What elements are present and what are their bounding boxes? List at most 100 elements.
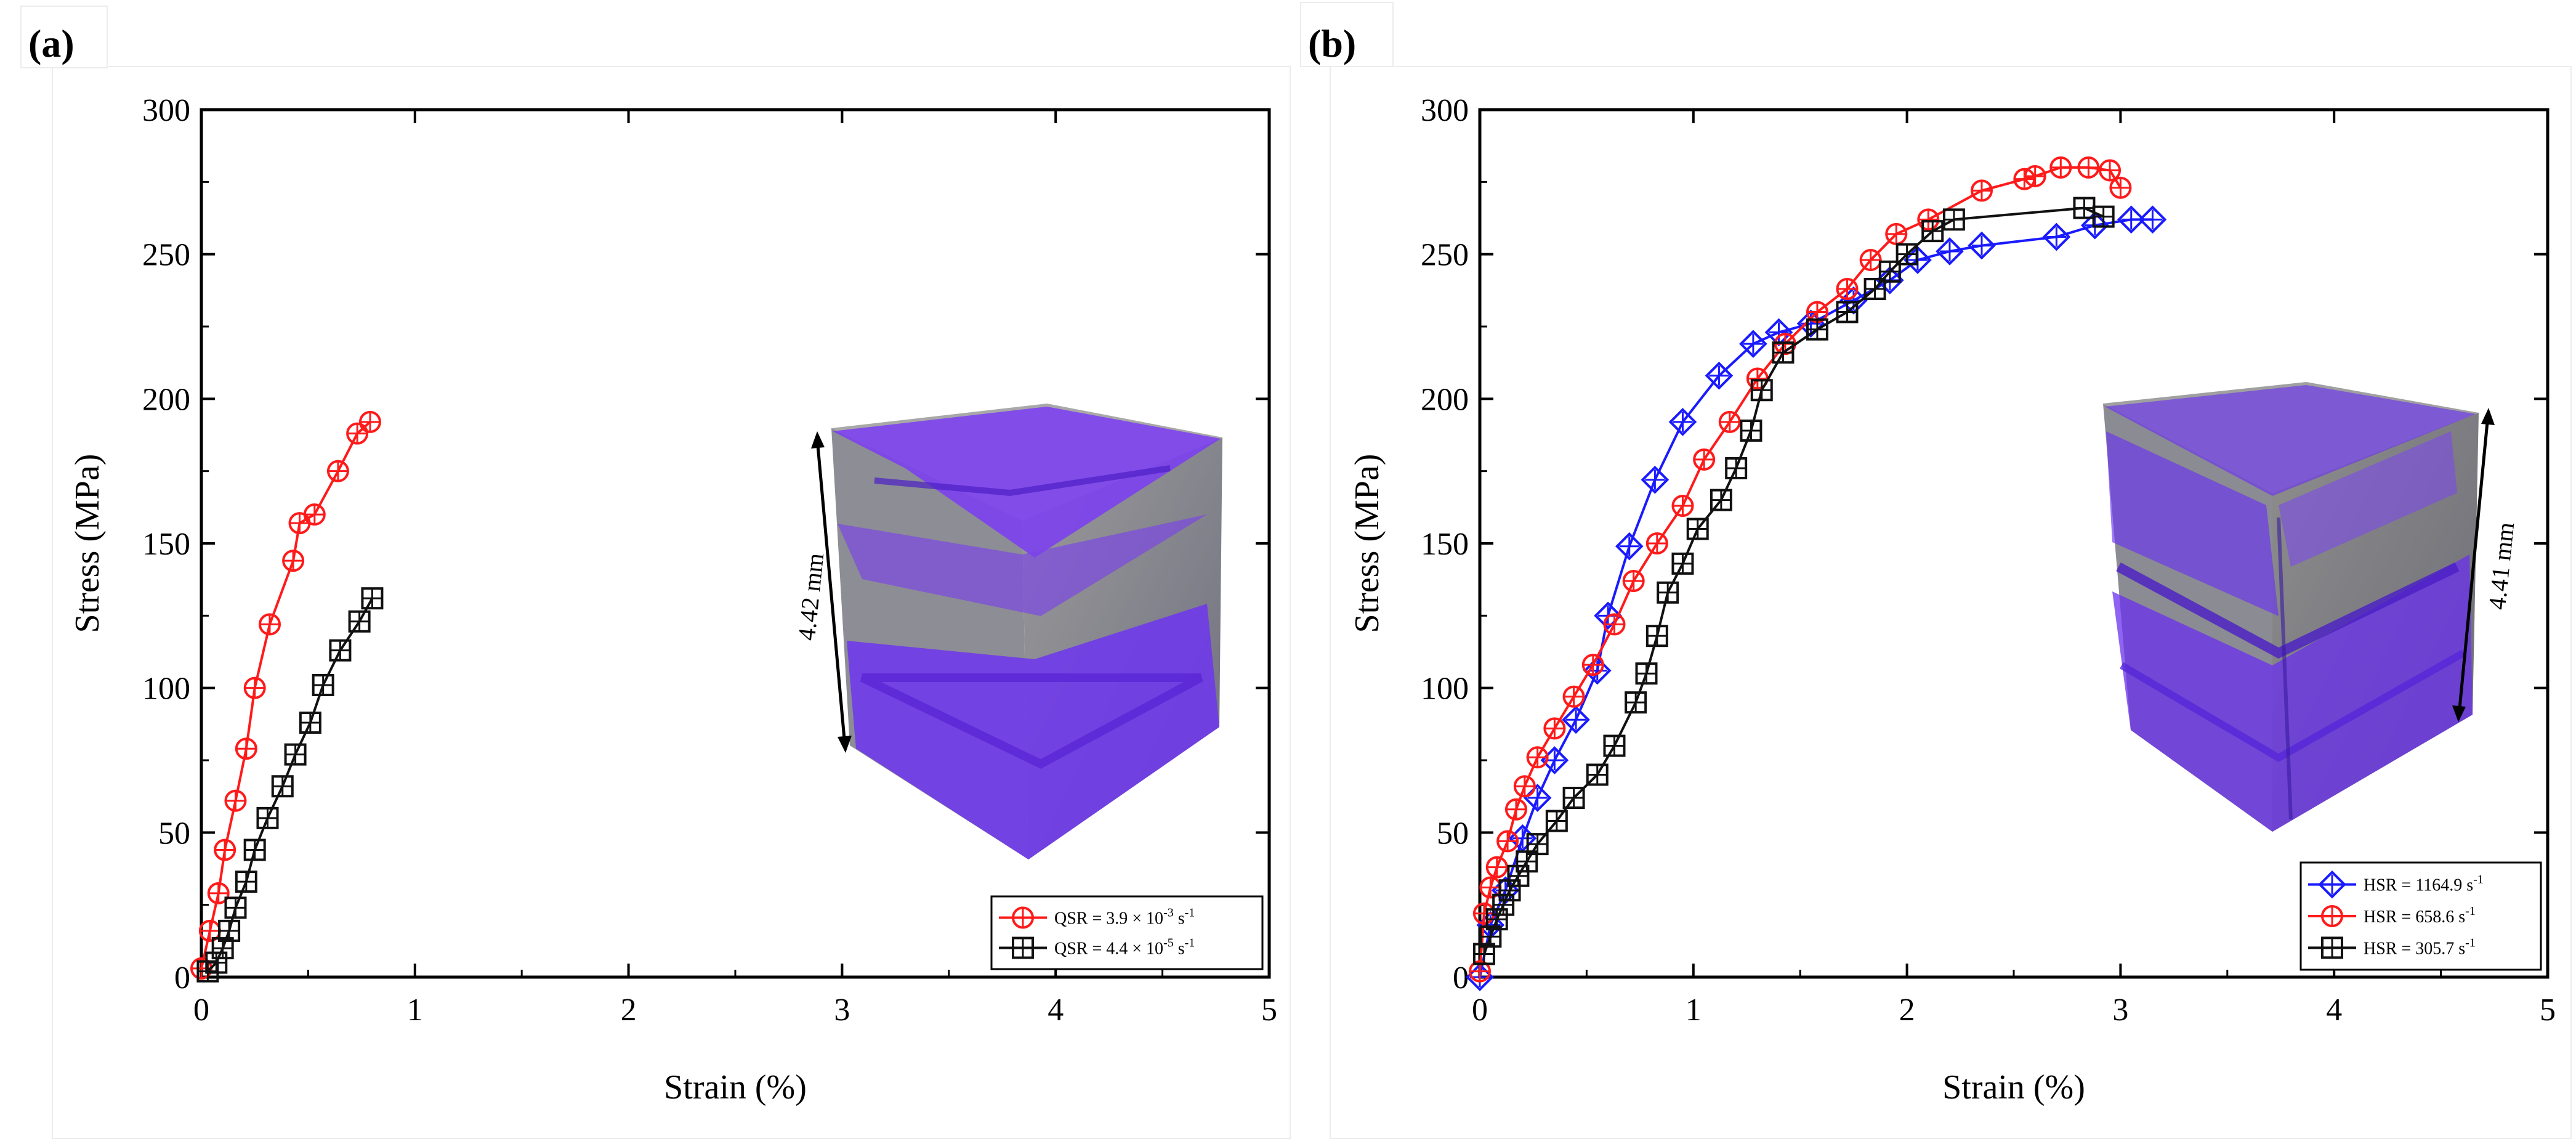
panel-a-series-1-point xyxy=(282,550,305,572)
panel-b-series-2-point xyxy=(1622,570,1645,593)
panel-a-x-tick-label: 0 xyxy=(193,993,209,1028)
panel-b-series-3-point xyxy=(1836,301,1859,323)
panel-a-y-tick-label: 150 xyxy=(142,527,190,562)
panel-b-series-3-point xyxy=(1671,552,1694,575)
panel-b-legend-label-3: HSR = 305.7 s-1 xyxy=(2364,936,2476,958)
panel-b-series-2-point xyxy=(1513,775,1536,798)
panel-b-y-tick-label: 100 xyxy=(1421,672,1469,707)
panel-b-series-3-point xyxy=(1507,864,1530,887)
panel-a-series-2 xyxy=(196,587,384,983)
panel-b-series-2-point xyxy=(1562,685,1585,708)
panel-b-series-1-point xyxy=(1562,705,1590,734)
panel-a-y-tick-label: 200 xyxy=(142,382,190,417)
panel-a-dimension-label: 4.42 mm xyxy=(793,552,830,642)
panel-b-x-tick-label: 1 xyxy=(1686,993,1702,1028)
panel-b-series-2-point xyxy=(1526,746,1549,769)
panel-b-series-3-point xyxy=(2092,205,2115,228)
panel-a-series-2-point xyxy=(271,775,294,798)
panel-b-legend-label-2: HSR = 658.6 s-1 xyxy=(2364,904,2476,927)
panel-b-series-2-point xyxy=(1581,654,1604,676)
panel-b-series-3-point xyxy=(1492,893,1515,916)
panel-a-series-1-point xyxy=(288,512,311,535)
panel-b-y-tick-label: 300 xyxy=(1421,93,1469,128)
panel-b-series-2-point xyxy=(1693,448,1716,471)
panel-a-legend-label-2: QSR = 4.4 × 10-5 s-1 xyxy=(1054,936,1195,959)
panel-b-series-1-point xyxy=(1641,465,1670,494)
panel-a-series-1 xyxy=(190,410,381,980)
panel-a-series-2-point xyxy=(256,806,279,829)
panel-b-series-2-point xyxy=(2077,156,2100,179)
panel-a-series-1-point xyxy=(346,422,369,445)
panel-a-y-tick-label: 250 xyxy=(142,238,190,273)
panel-b-series-2-point xyxy=(1671,494,1694,517)
panel-a-dimension-arrow xyxy=(811,431,852,753)
panel-a-frame xyxy=(52,66,1291,1139)
panel-b-series-2-point xyxy=(1496,830,1519,853)
panel-a-series-2-point xyxy=(299,711,321,734)
panel-b-series-3 xyxy=(1472,197,2115,965)
panel-b-series-2-point xyxy=(1472,902,1495,925)
panel-b-series-1-point xyxy=(2117,205,2146,234)
panel-a-series-2-point xyxy=(243,838,266,861)
panel-a-y-tick-label: 0 xyxy=(174,960,190,996)
panel-a-series-1-point xyxy=(207,882,230,904)
panel-a-y-tick-label: 50 xyxy=(158,816,190,851)
panel-b-volume-rendering xyxy=(2103,382,2479,832)
panel-a-series-1-point xyxy=(214,838,236,861)
panel-b-series-2-point xyxy=(1917,208,1940,231)
panel-b-series-2-point xyxy=(2049,156,2072,179)
panel-b-y-axis-title: Stress (MPa) xyxy=(1348,454,1386,633)
panel-a-series-2-point xyxy=(329,639,352,662)
panel-b-series-2-line xyxy=(1479,166,2122,972)
panel-a-volume-rendering xyxy=(831,404,1222,859)
panel-b-series-3-point xyxy=(1485,908,1508,931)
panel-a-y-axis-title: Stress (MPa) xyxy=(68,454,107,633)
panel-b-series-3-point xyxy=(1740,419,1762,442)
panel-b-series-3-point xyxy=(1725,457,1748,479)
panel-a-x-tick-label: 1 xyxy=(407,993,423,1028)
panel-b-series-1-point xyxy=(1668,408,1697,436)
panel-b-legend-item-1: HSR = 1164.9 s-1 xyxy=(2308,870,2484,899)
panel-a-x-tick-label: 5 xyxy=(1261,993,1277,1028)
panel-b-series-2-point xyxy=(1603,613,1626,636)
panel-b-series-3-point xyxy=(2073,197,2096,219)
panel-b-series-3-point xyxy=(1498,879,1521,902)
panel-a-series-2-point xyxy=(218,919,241,942)
panel-b-series-3-point xyxy=(1603,734,1626,757)
panel-b-series-3-point xyxy=(1586,763,1609,786)
panel-b-series-1-point xyxy=(1615,532,1644,561)
panel-b-series-2 xyxy=(1469,156,2132,983)
panel-b-series-3-point xyxy=(1526,833,1549,856)
panel-b-series-1-point xyxy=(1523,784,1552,812)
panel-a-series-1-point xyxy=(224,789,247,812)
panel-a-legend-item-1: QSR = 3.9 × 10-3 s-1 xyxy=(999,906,1195,929)
panel-b-series-3-point xyxy=(1878,260,1901,283)
panel-b-series-3-point xyxy=(1686,518,1709,540)
panel-a-legend-label-1: QSR = 3.9 × 10-3 s-1 xyxy=(1054,906,1195,928)
panel-b-y-tick-label: 200 xyxy=(1421,382,1469,417)
panel-b-y-tick-label: 0 xyxy=(1453,960,1469,996)
panel-a-series-1-point xyxy=(358,410,381,433)
panel-a-series-2-point xyxy=(312,673,334,696)
panel-b-x-tick-label: 2 xyxy=(1899,993,1915,1028)
panel-b-x-axis-title: Strain (%) xyxy=(1942,1068,2085,1106)
panel-a-y-tick-label: 300 xyxy=(142,93,190,128)
panel-b-series-3-point xyxy=(1710,489,1732,511)
panel-b-frame xyxy=(1330,66,2572,1139)
panel-b-series-3-point xyxy=(1545,810,1568,832)
panel-b-dimension-arrow xyxy=(2452,408,2495,722)
panel-b-series-1-point xyxy=(1796,309,1825,338)
panel-a-series-2-line xyxy=(206,598,374,973)
panel-b-series-2-point xyxy=(1504,798,1527,821)
panel-a-legend-marker-1 xyxy=(1012,906,1034,929)
panel-a-series-1-point xyxy=(326,460,349,482)
panel-b-legend-marker-1 xyxy=(2318,870,2346,899)
panel-b-series-3-point xyxy=(1772,341,1795,364)
panel-b-series-1-point xyxy=(1739,330,1767,358)
panel-a-series-1-point xyxy=(235,737,257,760)
panel-b-series-3-point xyxy=(1657,581,1679,604)
panel-b-series-3-point xyxy=(1562,787,1585,810)
